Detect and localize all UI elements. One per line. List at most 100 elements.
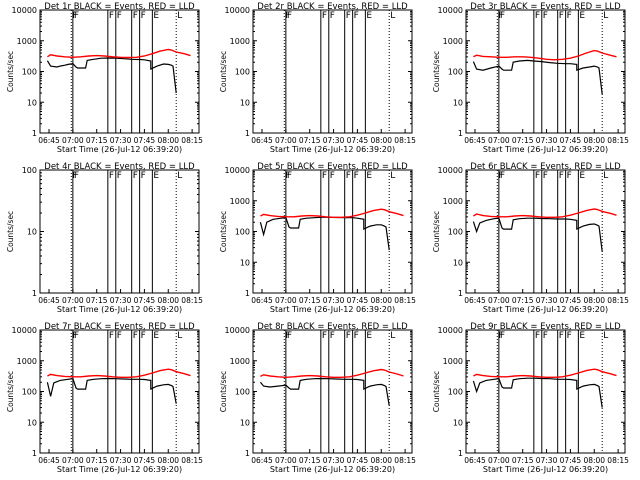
x-axis-label: Start Time (26-Jul-12 06:39:20) (270, 145, 395, 154)
chart-title: Det 7r BLACK = Events, RED = LLD (44, 322, 195, 332)
y-tick-label: 1 (458, 449, 463, 458)
flag-label: F (535, 171, 540, 181)
flag-label: F (287, 171, 292, 181)
x-tick-label: 07:00 (62, 456, 84, 465)
flag-label: F (287, 331, 292, 341)
flag-label: E (579, 171, 585, 181)
y-tick-label: 1000 (17, 37, 37, 46)
flag-label: L (390, 171, 395, 181)
flag-label: F (74, 11, 79, 21)
flag-label: F (330, 171, 335, 181)
flag-label: L (177, 331, 182, 341)
flag-label: F (285, 11, 290, 21)
x-tick-label: 07:00 (275, 296, 297, 305)
flag-label: E (153, 11, 159, 21)
x-tick-label: 08:15 (181, 136, 203, 145)
y-axis-label: Counts/sec (432, 51, 441, 92)
x-tick-label: 08:00 (157, 456, 179, 465)
flag-label: E (366, 331, 372, 341)
flag-label: F (567, 11, 572, 21)
flag-label: F (500, 11, 505, 21)
x-tick-label: 07:45 (347, 456, 369, 465)
x-tick-label: 06:45 (251, 296, 273, 305)
flag-label: F (346, 11, 351, 21)
x-axis-label: Start Time (26-Jul-12 06:39:20) (57, 305, 182, 314)
flag-label: F (543, 171, 548, 181)
flag-label: E (579, 11, 585, 21)
chart-title: Det 1r BLACK = Events, RED = LLD (44, 2, 195, 12)
series-line-lld (473, 49, 617, 61)
x-tick-label: 08:00 (370, 456, 392, 465)
x-tick-label: 06:45 (251, 456, 273, 465)
flag-label: F (498, 11, 503, 21)
flag-label: F (74, 171, 79, 181)
flag-label: F (322, 331, 327, 341)
y-tick-label: 1000 (230, 37, 250, 46)
flag-label: F (543, 331, 548, 341)
y-tick-label: 1 (32, 129, 37, 138)
x-axis-label: Start Time (26-Jul-12 06:39:20) (270, 305, 395, 314)
flag-label: F (330, 331, 335, 341)
x-tick-label: 07:15 (86, 296, 108, 305)
flag-label: F (72, 331, 77, 341)
flag-label: F (567, 331, 572, 341)
chart-title: Det 4r BLACK = Events, RED = LLD (44, 162, 195, 172)
flag-label: F (322, 171, 327, 181)
y-axis-label: Counts/sec (219, 371, 228, 412)
flag-label: F (498, 331, 503, 341)
x-tick-label: 06:45 (38, 136, 60, 145)
flag-label: F (559, 171, 564, 181)
flag-label: F (133, 171, 138, 181)
y-axis-label: Counts/sec (219, 211, 228, 252)
flag-label: F (535, 331, 540, 341)
flag-label: L (177, 171, 182, 181)
x-tick-label: 08:00 (583, 136, 605, 145)
flag-label: F (133, 331, 138, 341)
flag-label: F (567, 171, 572, 181)
x-axis-label: Start Time (26-Jul-12 06:39:20) (483, 145, 608, 154)
y-tick-label: 100 (235, 228, 250, 237)
y-axis-label: Counts/sec (6, 211, 15, 252)
y-axis-label: Counts/sec (6, 371, 15, 412)
x-tick-label: 08:00 (157, 296, 179, 305)
y-tick-label: 100 (22, 68, 37, 77)
x-tick-label: 07:45 (560, 296, 582, 305)
x-tick-label: 07:30 (323, 456, 345, 465)
x-tick-label: 07:30 (536, 296, 558, 305)
y-tick-label: 1000 (17, 357, 37, 366)
x-tick-label: 06:45 (38, 456, 60, 465)
y-tick-label: 10000 (438, 6, 463, 15)
flag-label: F (498, 171, 503, 181)
y-axis-label: Counts/sec (432, 371, 441, 412)
x-tick-label: 07:45 (134, 296, 156, 305)
x-tick-label: 07:00 (488, 456, 510, 465)
series-line-lld (260, 368, 404, 379)
x-tick-label: 07:30 (536, 456, 558, 465)
x-tick-label: 07:15 (299, 296, 321, 305)
series-line-lld (473, 208, 617, 219)
y-tick-label: 10 (240, 258, 250, 267)
x-tick-label: 07:45 (560, 136, 582, 145)
y-axis-label: Counts/sec (219, 51, 228, 92)
x-tick-label: 07:00 (275, 456, 297, 465)
y-tick-label: 10 (27, 98, 37, 107)
x-axis-label: Start Time (26-Jul-12 06:39:20) (483, 465, 608, 474)
flag-label: F (74, 331, 79, 341)
flag-label: F (72, 171, 77, 181)
flag-label: F (141, 171, 146, 181)
y-tick-label: 10 (27, 228, 37, 237)
x-tick-label: 08:15 (181, 456, 203, 465)
x-tick-label: 06:45 (38, 296, 60, 305)
y-tick-label: 1 (32, 449, 37, 458)
flag-label: F (109, 171, 114, 181)
x-axis-label: Start Time (26-Jul-12 06:39:20) (57, 465, 182, 474)
x-tick-label: 07:15 (512, 296, 534, 305)
x-tick-label: 06:45 (464, 456, 486, 465)
x-tick-label: 07:30 (110, 296, 132, 305)
